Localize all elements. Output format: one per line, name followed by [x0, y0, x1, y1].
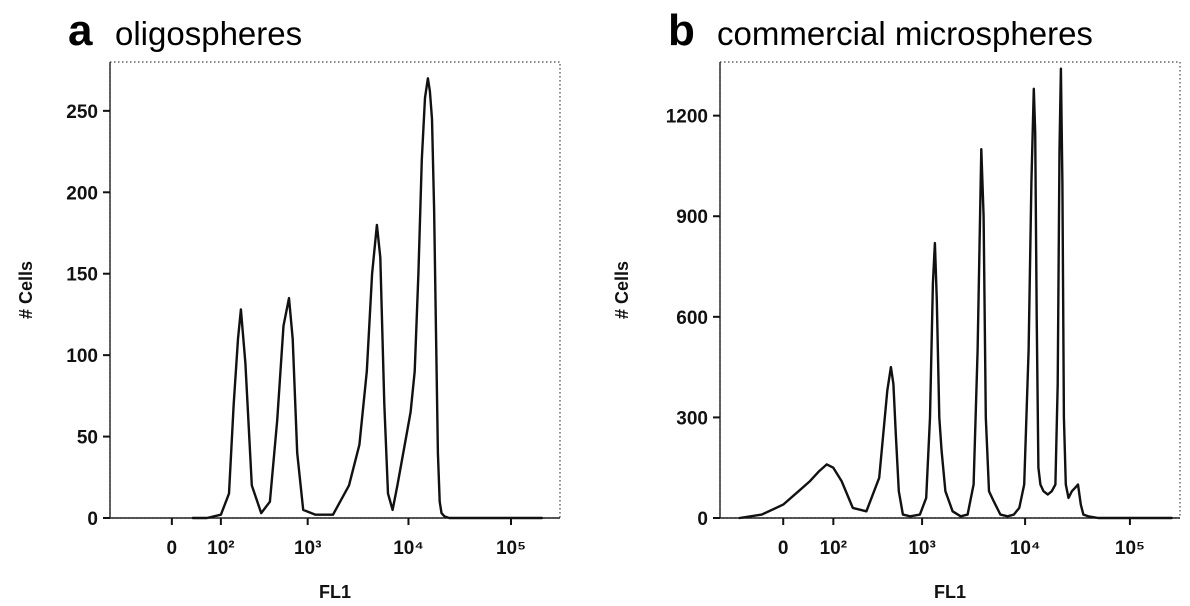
panel-b-x-label: FL1 — [934, 582, 966, 602]
y-tick-label: 200 — [66, 183, 98, 204]
x-tick-label: 10⁵ — [496, 538, 526, 559]
y-tick-label: 0 — [697, 509, 708, 530]
panel-a: a oligospheres 0 50 100 150 200 250 0 10² 10³ 10… — [16, 6, 561, 602]
panel-b-histogram-line — [738, 67, 1173, 520]
panel-a-title: oligospheres — [115, 15, 302, 52]
panel-a-y-ticks: 0 50 100 150 200 250 — [66, 102, 110, 530]
panel-a-frame — [109, 61, 561, 519]
panel-a-x-label: FL1 — [319, 582, 351, 602]
x-tick-label: 10⁵ — [1115, 538, 1145, 559]
panel-a-histogram-line — [191, 77, 544, 520]
panel-b-title: commercial microspheres — [717, 15, 1093, 52]
y-tick-label: 1200 — [666, 107, 708, 128]
y-tick-label: 600 — [676, 308, 708, 329]
panel-b: b commercial microspheres 0 300 600 900 1200… — [612, 6, 1181, 602]
y-tick-label: 250 — [66, 102, 98, 123]
x-tick-label: 10⁴ — [393, 538, 424, 559]
y-tick-label: 900 — [676, 207, 708, 228]
panel-a-y-label: # Cells — [16, 261, 36, 319]
y-tick-label: 150 — [66, 265, 98, 286]
panel-b-y-ticks: 0 300 600 900 1200 — [666, 107, 720, 530]
x-tick-label: 10⁴ — [1010, 538, 1041, 559]
y-tick-label: 50 — [77, 428, 98, 449]
x-tick-label: 10³ — [908, 538, 935, 559]
y-tick-label: 300 — [676, 408, 708, 429]
panel-b-x-ticks: 0 10² 10³ 10⁴ 10⁵ — [778, 518, 1145, 559]
panel-b-letter: b — [668, 6, 695, 55]
x-tick-label: 10² — [820, 538, 847, 559]
x-tick-label: 10² — [207, 538, 234, 559]
panel-a-x-ticks: 0 10² 10³ 10⁴ 10⁵ — [167, 518, 526, 559]
x-tick-label: 10³ — [294, 538, 321, 559]
panel-b-frame — [719, 61, 1181, 519]
panel-a-letter: a — [68, 6, 93, 55]
y-tick-label: 0 — [87, 509, 98, 530]
panel-b-y-label: # Cells — [612, 261, 632, 319]
x-tick-label: 0 — [167, 538, 178, 559]
y-tick-label: 100 — [66, 346, 98, 367]
x-tick-label: 0 — [778, 538, 789, 559]
